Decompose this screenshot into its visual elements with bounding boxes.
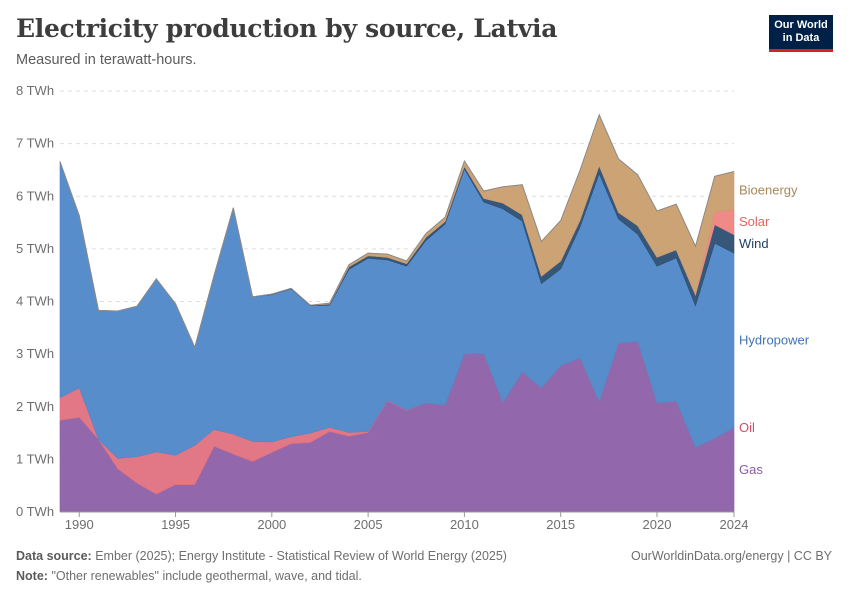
x-tick-label: 2024 [720,517,749,532]
y-tick-label: 8 TWh [16,83,54,98]
logo-line-2: in Data [782,32,820,44]
y-tick-label: 5 TWh [16,241,54,256]
logo-line-1: Our World [774,19,828,31]
y-tick-label: 7 TWh [16,136,54,151]
series-label-solar: Solar [739,214,770,229]
series-label-bioenergy: Bioenergy [739,182,798,197]
x-tick-label: 2020 [643,517,672,532]
x-tick-label: 2005 [354,517,383,532]
y-tick-label: 2 TWh [16,399,54,414]
x-tick-label: 2000 [257,517,286,532]
source-label: Data source: [16,549,92,563]
owid-logo[interactable]: Our World in Data [769,15,833,52]
note-text: "Other renewables" include geothermal, w… [51,569,362,583]
source-line: Data source: Ember (2025); Energy Instit… [16,549,507,563]
total-outline [59,113,735,349]
chart-subtitle: Measured in terawatt-hours. [16,52,197,68]
x-tick-label: 2015 [546,517,575,532]
credit-link[interactable]: OurWorldinData.org/energy | CC BY [630,549,832,563]
x-tick-label: 1990 [65,517,94,532]
series-label-wind: Wind [739,236,769,251]
x-tick-label: 1995 [161,517,190,532]
y-tick-label: 3 TWh [16,346,54,361]
source-text[interactable]: Ember (2025); Energy Institute - Statist… [95,549,507,563]
x-tick-label: 2010 [450,517,479,532]
chart-title: Electricity production by source, Latvia [16,14,558,43]
y-tick-label: 6 TWh [16,188,54,203]
series-label-gas: Gas [739,462,763,477]
series-label-hydropower: Hydropower [739,332,810,347]
series-label-oil: Oil [739,420,755,435]
y-tick-label: 4 TWh [16,294,54,309]
note-label: Note: [16,569,48,583]
y-tick-label: 0 TWh [16,504,54,519]
y-tick-label: 1 TWh [16,451,54,466]
note-line: Note: "Other renewables" include geother… [16,569,362,583]
